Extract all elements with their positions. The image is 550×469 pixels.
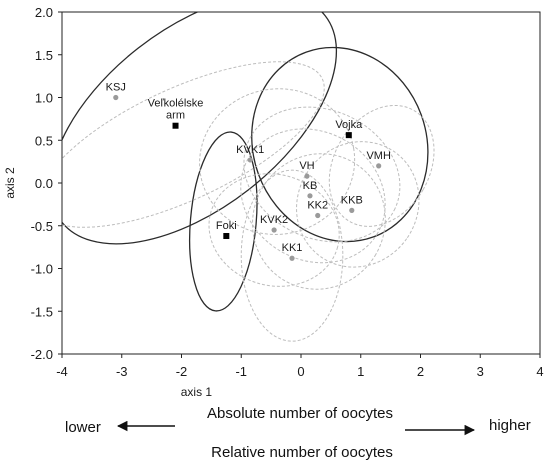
y-tick-label: -2.0: [31, 347, 53, 362]
x-tick-label: -1: [235, 364, 247, 379]
y-tick-label: -0.5: [31, 219, 53, 234]
y-tick-label: 1.5: [35, 48, 53, 63]
point-vmh: [376, 163, 382, 169]
y-axis-title: axis 2: [3, 167, 17, 199]
x-tick-label: 4: [536, 364, 543, 379]
ellipse-kkb: [296, 141, 420, 268]
y-tick-label: 0.5: [35, 133, 53, 148]
ellipse-kb: [240, 128, 386, 264]
point-label-kvk1: KVK1: [236, 144, 264, 156]
point-label-kvk2: KVK2: [260, 214, 288, 226]
y-ticks: 2.0 1.5 1.0 0.5 0.0 -0.5 -1.0 -1.5 -2.0: [31, 5, 62, 362]
x-tick-label: -3: [116, 364, 128, 379]
point-foki: [223, 233, 230, 240]
x-tick-label: -2: [176, 364, 188, 379]
plot-frame: [61, 11, 541, 355]
x-tick-label: 3: [477, 364, 484, 379]
y-tick-label: 2.0: [35, 5, 53, 20]
x-tick-label: -4: [56, 364, 68, 379]
x-tick-label: 0: [297, 364, 304, 379]
point-label-kb: KB: [303, 180, 318, 192]
ellipse-foki: [189, 131, 258, 312]
ellipse-kvk1: [199, 88, 356, 235]
lower-label: lower: [65, 419, 101, 436]
point-label-kkb: KKB: [341, 194, 363, 206]
ellipse-kvk2: [208, 173, 340, 287]
y-tick-label: -1.5: [31, 304, 53, 319]
point-kkb: [349, 207, 355, 213]
point-label-ve-kol-lske-arm: Veľkolélske: [148, 98, 204, 110]
ellipse-vmh: [328, 104, 435, 227]
higher-label: higher: [489, 417, 531, 434]
point-ksj: [113, 94, 119, 101]
point-kb: [307, 193, 313, 199]
y-tick-label: 0.0: [35, 176, 53, 191]
ellipse-kk1: [240, 169, 344, 342]
y-tick-label: -1.0: [31, 262, 53, 277]
point-label-vh: VH: [299, 160, 314, 172]
ellipse-ksj: [62, 61, 325, 228]
point-vh: [304, 173, 310, 179]
relative-oocytes-caption: Relative number of oocytes: [211, 444, 393, 461]
point-label-ve-kol-lske-arm: arm: [166, 110, 185, 122]
ellipse-ve-kol-lske-arm: [62, 12, 338, 245]
point-kk1: [289, 255, 295, 261]
x-tick-label: 2: [417, 364, 424, 379]
ellipse-kk2: [252, 153, 386, 290]
x-axis-title: axis 1: [181, 385, 213, 399]
y-tick-label: 1.0: [35, 91, 53, 106]
point-label-kk1: KK1: [282, 242, 303, 254]
x-ticks: -4 -3 -2 -1 0 1 2 3 4: [56, 354, 544, 379]
point-kk2: [315, 212, 321, 219]
absolute-oocytes-caption: Absolute number of oocytes: [207, 405, 393, 422]
point-label-foki: Foki: [216, 220, 237, 232]
point-kvk1: [247, 157, 253, 163]
x-tick-label: 1: [357, 364, 364, 379]
point-vojka: [345, 132, 352, 139]
point-label-vojka: Vojka: [335, 119, 363, 131]
ellipse-vh: [243, 106, 401, 243]
point-label-ksj: KSJ: [106, 82, 126, 94]
point-ve-kol-lske-arm: [172, 122, 179, 129]
point-label-vmh: VMH: [366, 150, 391, 162]
ellipses-layer: [62, 12, 435, 342]
point-label-kk2: KK2: [307, 199, 328, 211]
point-kvk2: [271, 227, 277, 233]
